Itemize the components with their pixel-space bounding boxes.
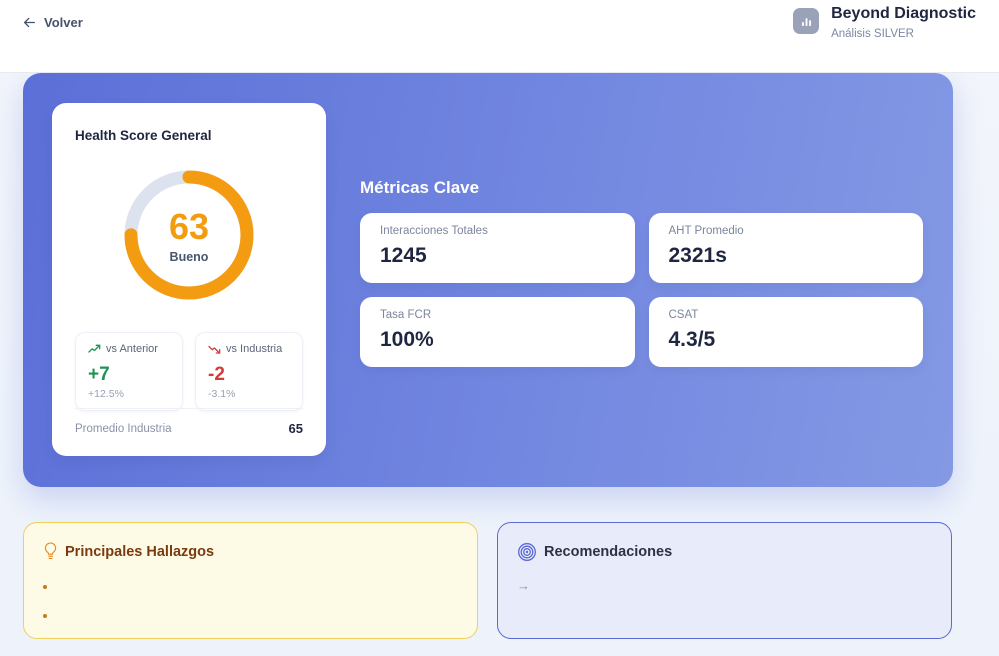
- svg-text:Bueno: Bueno: [170, 250, 209, 264]
- svg-text:63: 63: [169, 206, 209, 247]
